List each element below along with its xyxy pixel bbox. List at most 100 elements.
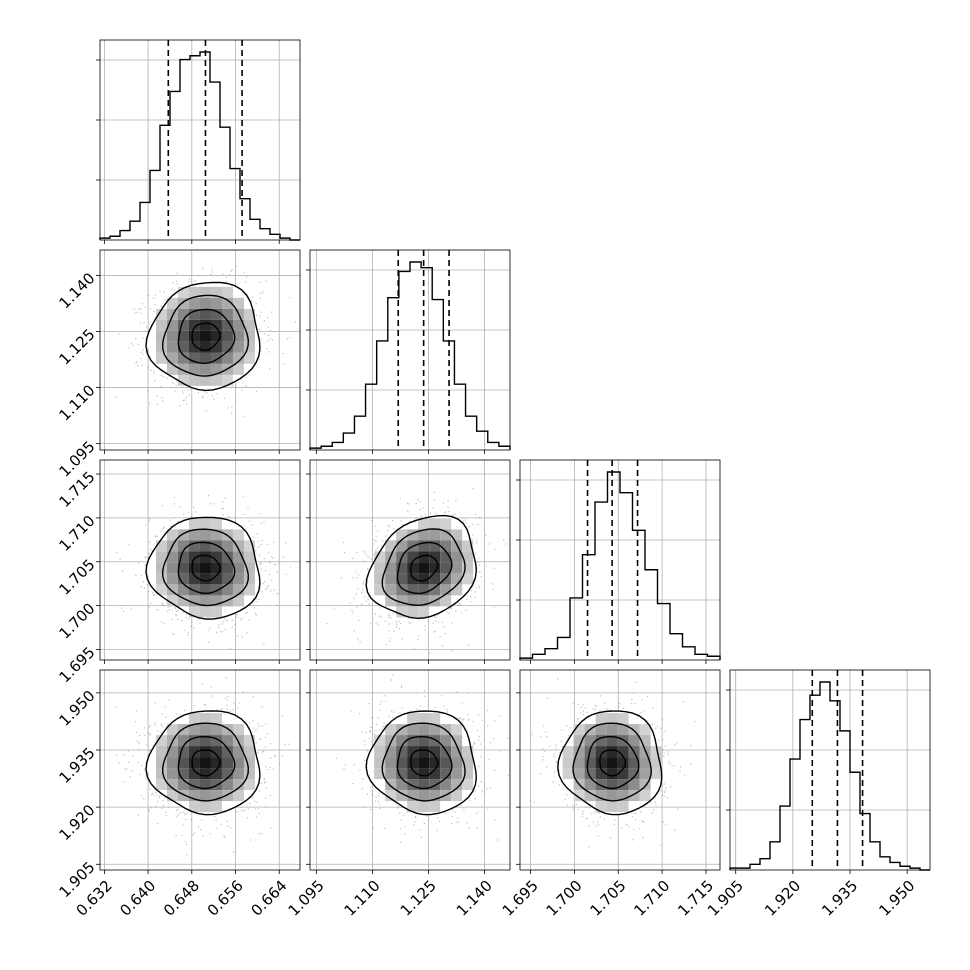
density-cell bbox=[199, 330, 211, 342]
density-cell bbox=[210, 595, 222, 607]
contour-line-2 bbox=[161, 528, 250, 607]
x-tick-label: 1.695 bbox=[499, 877, 542, 920]
y-tick-label: 1.710 bbox=[55, 512, 98, 555]
density-cell bbox=[221, 551, 233, 563]
density-cell bbox=[374, 768, 386, 780]
density-cell bbox=[155, 540, 167, 552]
density-cell bbox=[177, 790, 189, 802]
x-tick-label: 1.140 bbox=[453, 877, 496, 920]
density-cell bbox=[451, 735, 463, 747]
x-tick-label: 1.705 bbox=[586, 877, 629, 920]
density-cell bbox=[210, 330, 222, 342]
density-cell bbox=[155, 735, 167, 747]
density-cell bbox=[385, 746, 397, 758]
density-cell bbox=[617, 746, 629, 758]
density-cell bbox=[573, 724, 585, 736]
density-cell bbox=[462, 562, 474, 574]
density-cell bbox=[177, 562, 189, 574]
panel-frame bbox=[99, 669, 301, 871]
density-cell bbox=[595, 746, 607, 758]
density-cell bbox=[221, 286, 233, 298]
density-cell bbox=[385, 724, 397, 736]
density-cell bbox=[243, 551, 255, 563]
density-cell bbox=[650, 768, 662, 780]
density-cell bbox=[199, 363, 211, 375]
density-cell bbox=[232, 319, 244, 331]
density-cell bbox=[177, 529, 189, 541]
density-cell bbox=[188, 319, 200, 331]
density-cell bbox=[407, 768, 419, 780]
contour-line-0 bbox=[410, 554, 439, 582]
density-cell bbox=[177, 363, 189, 375]
density-cell bbox=[451, 768, 463, 780]
density-cell bbox=[429, 790, 441, 802]
density-cell bbox=[188, 341, 200, 353]
density-cell bbox=[573, 746, 585, 758]
density-cell bbox=[396, 606, 408, 618]
density-cell bbox=[595, 757, 607, 769]
density-cell bbox=[177, 286, 189, 298]
density-cell bbox=[385, 584, 397, 596]
density-cell bbox=[440, 518, 452, 530]
density-cell bbox=[617, 713, 629, 725]
density-cell bbox=[221, 352, 233, 364]
density-cell bbox=[221, 341, 233, 353]
density-cell bbox=[188, 573, 200, 585]
y-tick-label: 1.140 bbox=[55, 269, 98, 312]
density-cell bbox=[396, 735, 408, 747]
density-cell bbox=[210, 518, 222, 530]
density-cell bbox=[221, 573, 233, 585]
density-cell bbox=[199, 352, 211, 364]
contour-line-0 bbox=[191, 554, 221, 582]
density-cell bbox=[155, 573, 167, 585]
density-cell bbox=[418, 595, 430, 607]
density-cell bbox=[166, 562, 178, 574]
density-cell bbox=[418, 573, 430, 585]
density-cell bbox=[418, 713, 430, 725]
density-cell bbox=[243, 330, 255, 342]
density-cell bbox=[243, 341, 255, 353]
density-cell bbox=[462, 746, 474, 758]
density-cell bbox=[418, 518, 430, 530]
density-cell bbox=[188, 790, 200, 802]
density-cell bbox=[210, 779, 222, 791]
density-cell bbox=[429, 801, 441, 813]
density-cell bbox=[177, 297, 189, 309]
density-cell bbox=[440, 529, 452, 541]
density-cell bbox=[232, 330, 244, 342]
density-cell bbox=[210, 562, 222, 574]
density-cell bbox=[606, 724, 618, 736]
density-cell bbox=[188, 757, 200, 769]
x-tick-label: 0.640 bbox=[116, 877, 159, 920]
density-cell bbox=[451, 540, 463, 552]
density-cell bbox=[407, 551, 419, 563]
density-cell bbox=[177, 768, 189, 780]
density-cell bbox=[243, 584, 255, 596]
density-cell bbox=[232, 551, 244, 563]
density-cell bbox=[199, 768, 211, 780]
contour-line-1 bbox=[396, 541, 453, 595]
y-tick-label: 1.935 bbox=[55, 744, 98, 787]
y-tick-label: 1.705 bbox=[55, 556, 98, 599]
hist-panel-2 bbox=[516, 459, 721, 664]
density-cell bbox=[595, 790, 607, 802]
density-cell bbox=[188, 779, 200, 791]
density-cell bbox=[188, 724, 200, 736]
density-cell bbox=[199, 584, 211, 596]
density-cell bbox=[562, 757, 574, 769]
density-cell bbox=[166, 363, 178, 375]
density-cell bbox=[407, 757, 419, 769]
contour-line-3 bbox=[365, 710, 478, 816]
density-cell bbox=[462, 573, 474, 585]
density-cell bbox=[221, 584, 233, 596]
x-tick-label: 1.950 bbox=[875, 877, 918, 920]
pair-panel-3-1 bbox=[306, 669, 511, 874]
density-cell bbox=[396, 779, 408, 791]
x-tick-label: 1.920 bbox=[761, 877, 804, 920]
histogram-0 bbox=[99, 51, 300, 241]
density-cell bbox=[199, 341, 211, 353]
hist-panel-3 bbox=[726, 669, 931, 874]
density-cell bbox=[188, 562, 200, 574]
density-cell bbox=[374, 573, 386, 585]
density-cell bbox=[188, 768, 200, 780]
